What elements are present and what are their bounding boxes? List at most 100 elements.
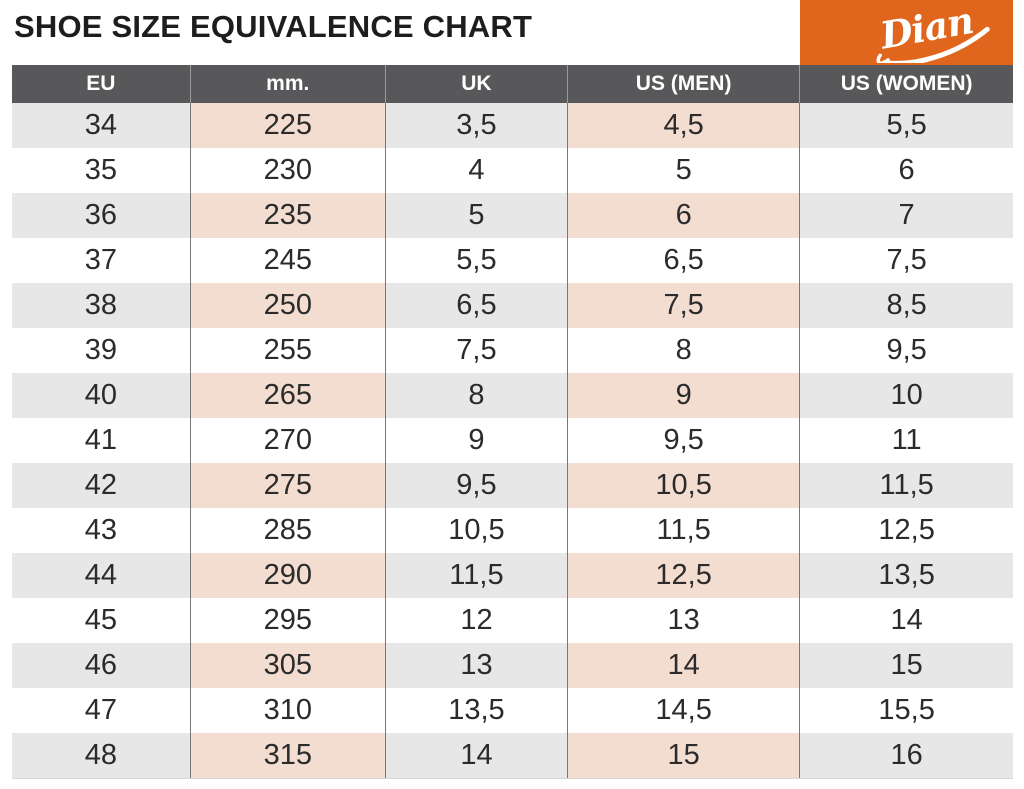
column-header-mm: mm.: [189, 65, 386, 103]
cell-us-women: 9,5: [799, 328, 1013, 373]
cell-eu: 37: [12, 238, 191, 283]
cell-mm: 255: [189, 328, 386, 373]
cell-uk: 9,5: [384, 463, 568, 508]
cell-eu: 35: [12, 148, 191, 193]
cell-us-women: 7,5: [799, 238, 1013, 283]
cell-uk: 12: [384, 598, 568, 643]
table-row: 47 310 13,5 14,5 15,5: [12, 688, 1013, 733]
cell-us-women: 16: [799, 733, 1013, 779]
cell-uk: 13: [384, 643, 568, 688]
size-table: EU mm. UK US (MEN) US (WOMEN) 34 225 3,5 4,5 5,5…: [12, 65, 1013, 779]
table-row: 41 270 9 9,5 11: [12, 418, 1013, 463]
table-row: 48 315 14 15 16: [12, 733, 1013, 779]
cell-us-women: 11: [799, 418, 1013, 463]
cell-uk: 11,5: [384, 553, 568, 598]
table-row: 45 295 12 13 14: [12, 598, 1013, 643]
cell-us-men: 15: [567, 733, 800, 779]
cell-eu: 38: [12, 283, 191, 328]
cell-us-women: 10: [799, 373, 1013, 418]
cell-us-women: 8,5: [799, 283, 1013, 328]
cell-uk: 13,5: [384, 688, 568, 733]
cell-us-men: 9: [567, 373, 800, 418]
cell-us-men: 8: [567, 328, 800, 373]
cell-mm: 295: [189, 598, 386, 643]
table-row: 40 265 8 9 10: [12, 373, 1013, 418]
header-row: EU mm. UK US (MEN) US (WOMEN): [12, 65, 1013, 103]
cell-mm: 225: [189, 103, 386, 148]
table-row: 44 290 11,5 12,5 13,5: [12, 553, 1013, 598]
cell-uk: 4: [384, 148, 568, 193]
cell-uk: 5: [384, 193, 568, 238]
cell-mm: 315: [189, 733, 386, 779]
table-row: 42 275 9,5 10,5 11,5: [12, 463, 1013, 508]
table-row: 39 255 7,5 8 9,5: [12, 328, 1013, 373]
cell-us-men: 14,5: [567, 688, 800, 733]
cell-mm: 230: [189, 148, 386, 193]
cell-mm: 310: [189, 688, 386, 733]
cell-eu: 44: [12, 553, 191, 598]
table-row: 34 225 3,5 4,5 5,5: [12, 103, 1013, 148]
column-header-us-women: US (WOMEN): [799, 65, 1013, 103]
cell-us-men: 4,5: [567, 103, 800, 148]
cell-us-men: 14: [567, 643, 800, 688]
cell-us-women: 11,5: [799, 463, 1013, 508]
cell-eu: 47: [12, 688, 191, 733]
cell-mm: 270: [189, 418, 386, 463]
cell-us-women: 15: [799, 643, 1013, 688]
cell-eu: 43: [12, 508, 191, 553]
cell-eu: 36: [12, 193, 191, 238]
cell-us-men: 5: [567, 148, 800, 193]
cell-uk: 7,5: [384, 328, 568, 373]
dian-logo-icon: Dian: [876, 3, 990, 63]
cell-mm: 275: [189, 463, 386, 508]
cell-us-men: 9,5: [567, 418, 800, 463]
table-row: 36 235 5 6 7: [12, 193, 1013, 238]
brand-logo: Dian: [800, 0, 1013, 65]
cell-eu: 48: [12, 733, 191, 779]
table-row: 37 245 5,5 6,5 7,5: [12, 238, 1013, 283]
cell-us-women: 12,5: [799, 508, 1013, 553]
cell-us-women: 7: [799, 193, 1013, 238]
cell-eu: 42: [12, 463, 191, 508]
cell-us-men: 6: [567, 193, 800, 238]
table-row: 35 230 4 5 6: [12, 148, 1013, 193]
cell-eu: 39: [12, 328, 191, 373]
cell-mm: 285: [189, 508, 386, 553]
cell-mm: 305: [189, 643, 386, 688]
cell-us-men: 12,5: [567, 553, 800, 598]
cell-us-women: 5,5: [799, 103, 1013, 148]
logo-text: Dian: [876, 3, 976, 58]
table-row: 46 305 13 14 15: [12, 643, 1013, 688]
cell-uk: 10,5: [384, 508, 568, 553]
cell-us-men: 13: [567, 598, 800, 643]
cell-eu: 45: [12, 598, 191, 643]
cell-mm: 265: [189, 373, 386, 418]
cell-us-women: 13,5: [799, 553, 1013, 598]
cell-us-women: 14: [799, 598, 1013, 643]
cell-us-women: 6: [799, 148, 1013, 193]
cell-uk: 9: [384, 418, 568, 463]
cell-uk: 14: [384, 733, 568, 779]
cell-mm: 245: [189, 238, 386, 283]
cell-eu: 40: [12, 373, 191, 418]
cell-us-men: 10,5: [567, 463, 800, 508]
cell-eu: 41: [12, 418, 191, 463]
column-header-eu: EU: [12, 65, 191, 103]
cell-us-men: 11,5: [567, 508, 800, 553]
cell-uk: 6,5: [384, 283, 568, 328]
cell-eu: 34: [12, 103, 191, 148]
page-title: SHOE SIZE EQUIVALENCE CHART: [14, 9, 533, 44]
cell-mm: 290: [189, 553, 386, 598]
cell-mm: 250: [189, 283, 386, 328]
column-header-uk: UK: [384, 65, 568, 103]
table-body: 34 225 3,5 4,5 5,5 35 230 4 5 6 36 235 5 6 7 37 245 5,5 6,…: [12, 103, 1013, 779]
cell-mm: 235: [189, 193, 386, 238]
cell-us-women: 15,5: [799, 688, 1013, 733]
cell-uk: 5,5: [384, 238, 568, 283]
table-row: 43 285 10,5 11,5 12,5: [12, 508, 1013, 553]
cell-eu: 46: [12, 643, 191, 688]
cell-us-men: 7,5: [567, 283, 800, 328]
cell-uk: 8: [384, 373, 568, 418]
cell-us-men: 6,5: [567, 238, 800, 283]
column-header-us-men: US (MEN): [567, 65, 800, 103]
